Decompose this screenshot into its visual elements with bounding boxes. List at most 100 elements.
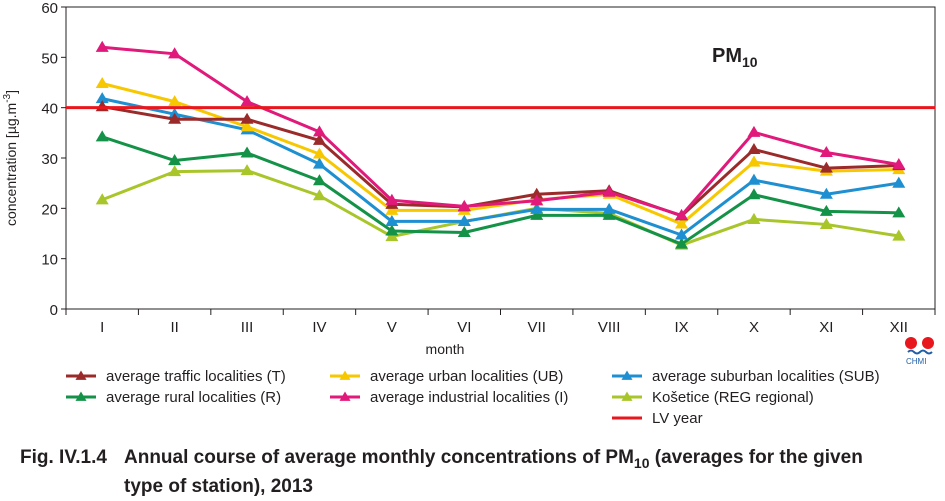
figure-caption: Fig. IV.1.4 Annual course of average mont… [20, 446, 930, 498]
series-line [102, 45, 900, 217]
legend-item: LV year [612, 410, 703, 427]
series-1 [95, 77, 906, 229]
legend-label: Košetice (REG regional) [652, 389, 814, 406]
data-point [602, 202, 616, 214]
x-tick-label-VIII: VIII [598, 319, 621, 336]
x-tick-label-V: V [387, 319, 397, 336]
data-point [95, 40, 109, 52]
data-point [385, 193, 399, 205]
data-point [819, 204, 833, 216]
data-point [675, 217, 689, 229]
chmi-logo-text: CHMI [906, 357, 927, 366]
legend-label: average rural localities (R) [106, 389, 281, 406]
data-point [312, 147, 326, 159]
y-tick-label: 30 [41, 151, 58, 168]
legend-marker [339, 370, 351, 380]
data-point [95, 193, 109, 205]
data-point [892, 206, 906, 218]
data-point [457, 214, 471, 226]
data-point [530, 202, 544, 214]
series-layer [95, 40, 906, 250]
data-point [747, 142, 761, 154]
legend-marker [339, 391, 351, 401]
chmi-logo-icon [905, 337, 934, 355]
data-point [312, 157, 326, 169]
data-point [747, 155, 761, 167]
series-5 [95, 164, 906, 250]
data-point [892, 229, 906, 241]
data-point [168, 165, 182, 177]
data-point [312, 174, 326, 186]
legend-marker [75, 370, 87, 380]
legend-marker [621, 370, 633, 380]
x-tick-label-I: I [100, 319, 104, 336]
series-line [101, 97, 900, 237]
legend-label: average industrial localities (I) [370, 389, 568, 406]
data-point [819, 187, 833, 199]
x-tick-label-VI: VI [457, 319, 471, 336]
data-point [602, 208, 616, 220]
x-tick-label-VII: VII [528, 319, 546, 336]
legend-label: average suburban localities (SUB) [652, 368, 880, 385]
data-point [675, 208, 689, 220]
series-line [101, 82, 899, 226]
chart-legend: average traffic localities (T) average ur… [66, 368, 880, 427]
data-point [312, 125, 326, 137]
data-point [168, 95, 182, 107]
y-tick-label: 20 [41, 201, 58, 218]
y-tick-label: 40 [41, 101, 58, 118]
legend-item: average traffic localities (T) [66, 368, 286, 385]
data-point [819, 161, 833, 173]
series-line [101, 169, 900, 247]
data-point [530, 208, 544, 220]
x-tick-label-X: X [749, 319, 759, 336]
data-point [602, 185, 616, 197]
pm10-label-main: PM [712, 45, 742, 67]
data-point [168, 47, 182, 59]
data-point [747, 212, 761, 224]
pm10-label-sub: 10 [742, 54, 758, 70]
legend-label: average urban localities (UB) [370, 368, 563, 385]
legend-item: average suburban localities (SUB) [612, 368, 880, 385]
legend-item: average industrial localities (I) [330, 389, 568, 406]
caption-text-b: (averages for the given [649, 447, 863, 468]
data-point [530, 187, 544, 199]
series-3 [95, 130, 906, 249]
data-point [240, 146, 254, 158]
legend-item: average urban localities (UB) [330, 368, 563, 385]
data-point [747, 173, 761, 185]
data-point [312, 189, 326, 201]
data-point [747, 125, 761, 137]
data-point [385, 214, 399, 226]
data-point [675, 228, 689, 240]
data-point [240, 164, 254, 176]
legend-label: average traffic localities (T) [106, 368, 286, 385]
y-tick-label: 50 [41, 50, 58, 67]
data-point [457, 199, 471, 211]
legend-marker [621, 391, 633, 401]
data-point [892, 176, 906, 188]
data-point [819, 145, 833, 158]
pm10-label: PM10 [696, 38, 776, 72]
series-line [101, 105, 899, 218]
data-point [312, 133, 326, 145]
x-tick-label-II: II [170, 319, 178, 336]
x-tick-label-IX: IX [674, 319, 688, 336]
data-point [385, 203, 399, 215]
series-4 [95, 40, 906, 220]
data-point [240, 95, 254, 107]
data-point [95, 92, 109, 104]
data-point [530, 194, 544, 206]
x-axis-title: month [426, 341, 465, 357]
caption-text-a: Annual course of average monthly concent… [124, 447, 634, 468]
data-point [240, 120, 254, 132]
legend-item: average rural localities (R) [66, 389, 281, 406]
data-point [95, 77, 109, 89]
data-point [385, 230, 399, 242]
data-point [95, 130, 109, 142]
x-tick-label-XII: XII [890, 319, 908, 336]
caption-line2: type of station), 2013 [124, 475, 313, 497]
data-point [747, 188, 761, 200]
